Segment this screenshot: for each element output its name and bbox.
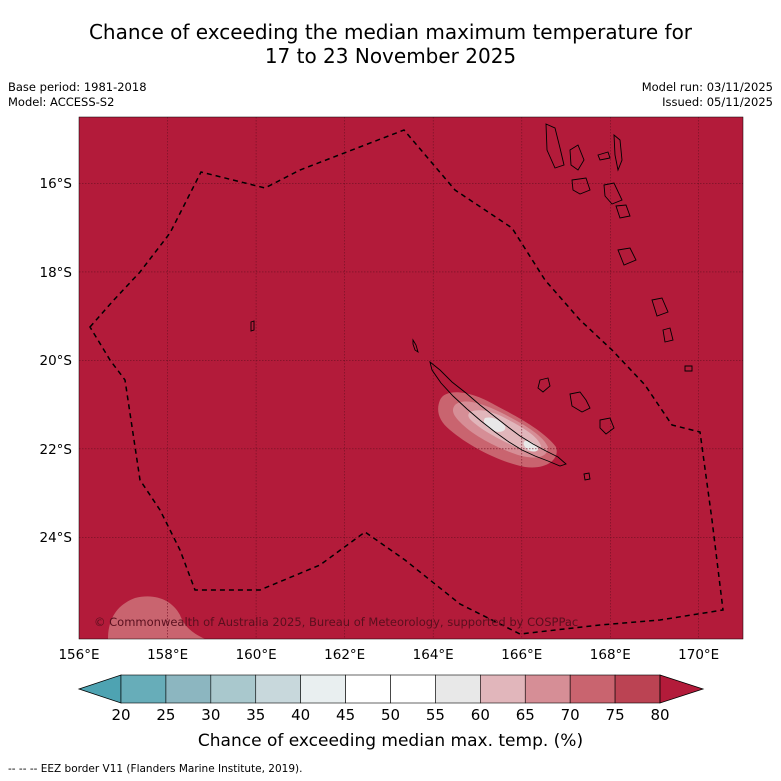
- colorbar-tick-label: 25: [156, 706, 175, 724]
- colorbar-tick-label: 80: [650, 706, 669, 724]
- colorbar-tick-label: 75: [606, 706, 625, 724]
- colorbar-under-arrow: [77, 674, 122, 704]
- lat-tick-label: 18°S: [40, 265, 73, 281]
- loyalty-islands-coast: [537, 377, 551, 393]
- colorbar-segment: [524, 674, 571, 704]
- colorbar-segment: [435, 674, 481, 704]
- issued-label: Issued: 05/11/2025: [662, 95, 773, 109]
- colorbar-tick-label: 35: [246, 706, 265, 724]
- lon-tick-label: 156°E: [58, 647, 99, 663]
- colorbar: 20 25 30 35 40 45 50 55 60 65 70 75 80: [77, 674, 705, 724]
- meta-right: Model run: 03/11/2025 Issued: 05/11/2025: [642, 80, 773, 110]
- colorbar-segment: [255, 674, 301, 704]
- meta-left: Base period: 1981-2018 Model: ACCESS-S2: [8, 80, 147, 110]
- lat-axis: 16°S 18°S 20°S 22°S 24°S: [40, 176, 73, 546]
- colorbar-over-arrow: [659, 674, 705, 704]
- eez-border: [89, 129, 724, 635]
- chart-title-line1: Chance of exceeding the median maximum t…: [88, 20, 693, 44]
- lon-gridlines: [167, 117, 700, 639]
- colorbar-tick-label: 65: [516, 706, 535, 724]
- lon-tick-label: 166°E: [501, 647, 542, 663]
- chart-title-line2: 17 to 23 November 2025: [264, 44, 517, 68]
- colorbar-segment: [390, 674, 436, 704]
- colorbar-tick-label: 70: [561, 706, 580, 724]
- colorbar-segment: [120, 674, 167, 704]
- colorbar-tick-label: 30: [201, 706, 220, 724]
- colorbar-segment: [614, 674, 661, 704]
- lon-tick-label: 168°E: [590, 647, 631, 663]
- lat-tick-label: 20°S: [40, 353, 73, 369]
- lat-tick-label: 24°S: [40, 530, 73, 546]
- coastlines: [250, 123, 693, 481]
- lat-tick-label: 16°S: [40, 176, 73, 192]
- colorbar-ticks: 20 25 30 35 40 45 50 55 60 65 70 75 80: [111, 706, 669, 724]
- base-period-label: Base period: 1981-2018: [8, 80, 147, 94]
- colorbar-tick-label: 55: [426, 706, 445, 724]
- colorbar-title: Chance of exceeding median max. temp. (%…: [197, 731, 584, 751]
- colorbar-segment: [210, 674, 257, 704]
- map-frame: [78, 116, 744, 640]
- colorbar-segment: [480, 674, 526, 704]
- lon-tick-label: 164°E: [413, 647, 454, 663]
- colorbar-tick-label: 50: [381, 706, 400, 724]
- colorbar-tick-label: 60: [471, 706, 490, 724]
- colorbar-segment: [569, 674, 616, 704]
- lat-tick-label: 22°S: [40, 442, 73, 458]
- lon-tick-label: 160°E: [236, 647, 277, 663]
- map-background: [79, 117, 743, 639]
- model-label: Model: ACCESS-S2: [8, 95, 115, 109]
- model-run-label: Model run: 03/11/2025: [641, 80, 773, 94]
- lon-tick-label: 170°E: [678, 647, 719, 663]
- lon-axis: 156°E 158°E 160°E 162°E 164°E 166°E 168°…: [58, 647, 719, 663]
- lon-tick-label: 158°E: [147, 647, 188, 663]
- colorbar-tick-label: 45: [336, 706, 355, 724]
- colorbar-segment: [165, 674, 212, 704]
- colorbar-tick-label: 20: [111, 706, 130, 724]
- new-caledonia-coast: [429, 360, 567, 467]
- copyright-text: © Commonwealth of Australia 2025, Bureau…: [94, 615, 578, 629]
- colorbar-segments: [120, 674, 661, 704]
- colorbar-segment: [300, 674, 346, 704]
- colorbar-tick-label: 40: [291, 706, 310, 724]
- vanuatu-coast: [545, 123, 565, 169]
- eez-footnote: -- -- -- EEZ border V11 (Flanders Marine…: [8, 763, 303, 775]
- colorbar-segment: [345, 674, 391, 704]
- lon-tick-label: 162°E: [324, 647, 365, 663]
- lat-gridlines: [79, 183, 743, 538]
